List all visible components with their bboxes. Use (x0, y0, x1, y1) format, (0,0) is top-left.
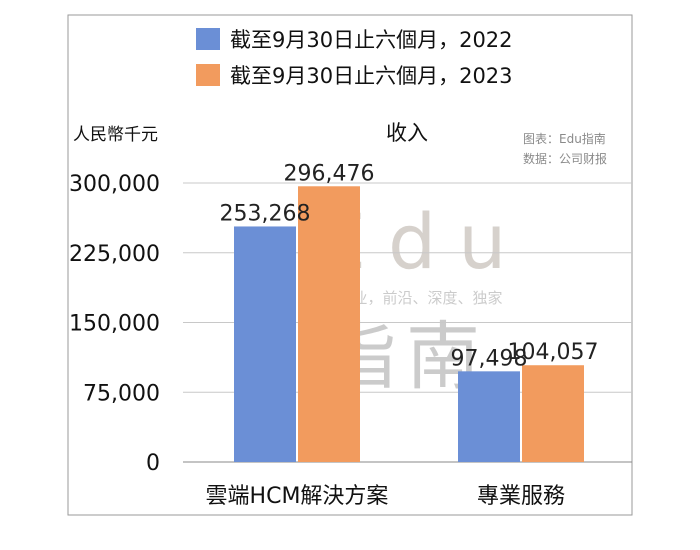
data-labels: 253,268 97,498 296,476 104,057 (220, 161, 599, 371)
bar-2023 (522, 365, 584, 462)
chart-title: 收入 (386, 121, 428, 145)
bar-2022 (234, 226, 296, 462)
x-category-label: 雲端HCM解決方案 (206, 484, 389, 509)
source-note-chart: 图表：Edu指南 (523, 131, 606, 146)
bars (234, 186, 584, 462)
y-tick-label: 150,000 (69, 312, 160, 337)
legend-label-2023: 截至9月30日止六個月，2023 (230, 64, 513, 88)
bar-value-label: 296,476 (284, 161, 375, 186)
bar-value-label: 253,268 (220, 201, 311, 226)
legend-label-2022: 截至9月30日止六個月，2022 (230, 28, 513, 52)
source-note-data: 数据：公司财报 (523, 151, 607, 166)
bar-2023 (298, 186, 360, 462)
bar-2022 (458, 371, 520, 462)
x-axis-categories: 雲端HCM解決方案 專業服務 (206, 484, 565, 509)
y-axis-ticks: 0 75,000 150,000 225,000 300,000 (69, 172, 160, 476)
y-tick-label: 225,000 (69, 242, 160, 267)
y-tick-label: 300,000 (69, 172, 160, 197)
y-axis-unit-label: 人民幣千元 (73, 125, 158, 145)
bar-value-label: 97,498 (451, 346, 528, 371)
legend-swatch-2023 (196, 64, 220, 86)
legend: 截至9月30日止六個月，2022 截至9月30日止六個月，2023 (196, 28, 513, 88)
y-tick-label: 0 (146, 451, 160, 476)
x-category-label: 專業服務 (477, 484, 565, 509)
legend-swatch-2022 (196, 28, 220, 50)
y-tick-label: 75,000 (83, 381, 160, 406)
bar-value-label: 104,057 (508, 340, 599, 365)
